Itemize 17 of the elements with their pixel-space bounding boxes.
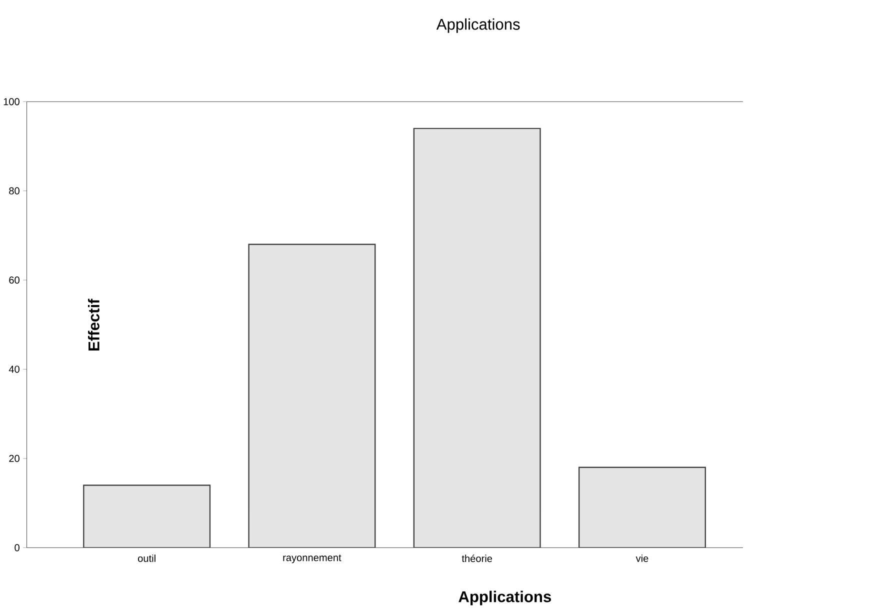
bar bbox=[578, 466, 706, 548]
x-tick-label: vie bbox=[636, 554, 648, 562]
y-tick-label: 40 bbox=[8, 366, 20, 373]
chart-title: Applications bbox=[436, 18, 520, 33]
y-axis-title: Effectif bbox=[88, 298, 100, 351]
x-tick-label: théorie bbox=[462, 554, 492, 562]
bar bbox=[83, 484, 211, 548]
bar bbox=[413, 128, 541, 548]
x-tick-label: outil bbox=[138, 554, 156, 562]
x-tick-label: rayonnement bbox=[283, 554, 342, 564]
y-tick-label: 0 bbox=[14, 544, 20, 552]
y-tick-label: 60 bbox=[9, 276, 20, 284]
x-axis-title: Applications bbox=[458, 590, 551, 606]
y-tick-label: 20 bbox=[9, 454, 20, 462]
y-tick-label: 80 bbox=[9, 187, 20, 194]
y-tick-label: 100 bbox=[4, 98, 20, 106]
bar bbox=[248, 244, 376, 548]
